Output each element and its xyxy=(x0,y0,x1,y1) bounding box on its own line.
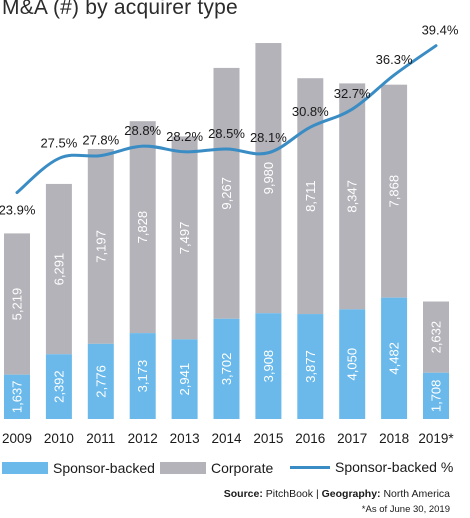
bar-sponsor-backed-2019* xyxy=(423,372,449,419)
legend-label-sponsor-backed-pct: Sponsor-backed % xyxy=(335,459,454,475)
bar-corporate-2012 xyxy=(129,121,156,334)
data-label-sponsor-backed-pct-2018: 36.3% xyxy=(376,52,413,67)
chart-plot: 1,637 5,219 2009 2,392 6,291 2010 2,776 7,197 20… xyxy=(0,23,459,446)
source-label: Source: xyxy=(223,488,263,500)
data-label-corporate-2016: 8,711 xyxy=(303,180,318,212)
bar-sponsor-backed-2009 xyxy=(4,374,30,419)
x-tick-label-2014: 2014 xyxy=(211,431,242,446)
bar-sponsor-backed-2017 xyxy=(339,309,366,419)
legend-label-sponsor-backed: Sponsor-backed xyxy=(53,460,155,476)
data-label-sponsor-backed-2016: 3,877 xyxy=(303,350,318,383)
data-label-sponsor-backed-pct-2019*: 39.4% xyxy=(422,23,459,38)
bar-sponsor-backed-2015 xyxy=(255,313,282,419)
data-label-sponsor-backed-2012: 3,173 xyxy=(135,360,150,393)
x-tick-label-2018: 2018 xyxy=(379,431,409,446)
data-label-corporate-2019*: 2,632 xyxy=(429,321,444,354)
x-tick-label-2015: 2015 xyxy=(253,431,283,446)
legend-label-corporate: Corporate xyxy=(211,460,274,476)
data-label-sponsor-backed-2014: 3,702 xyxy=(219,353,234,386)
data-label-sponsor-backed-2018: 4,482 xyxy=(387,342,402,375)
bar-corporate-2011 xyxy=(87,149,114,344)
bar-corporate-2010 xyxy=(45,183,72,355)
legend-item-sponsor-backed: Sponsor-backed xyxy=(2,460,155,476)
data-label-sponsor-backed-pct-2014: 28.5% xyxy=(208,126,245,141)
legend: Sponsor-backed Corporate Sponsor-backed … xyxy=(0,459,470,482)
x-tick-label-2012: 2012 xyxy=(128,431,158,446)
bar-sponsor-backed-2013 xyxy=(171,339,198,419)
x-tick-label-2016: 2016 xyxy=(295,431,325,446)
data-label-corporate-2012: 7,828 xyxy=(135,211,150,244)
data-label-sponsor-backed-2019*: 1,708 xyxy=(429,380,444,413)
x-tick-label-2010: 2010 xyxy=(44,431,74,446)
data-label-sponsor-backed-pct-2013: 28.2% xyxy=(166,129,203,144)
data-label-sponsor-backed-2010: 2,392 xyxy=(51,370,66,403)
data-label-sponsor-backed-2013: 2,941 xyxy=(177,363,192,396)
data-label-sponsor-backed-2011: 2,776 xyxy=(93,365,108,398)
data-label-corporate-2015: 9,980 xyxy=(261,162,276,195)
bar-corporate-2015 xyxy=(255,43,282,314)
legend-item-corporate: Corporate xyxy=(160,460,273,476)
data-label-corporate-2018: 7,868 xyxy=(387,175,402,208)
data-label-corporate-2014: 9,267 xyxy=(219,177,234,210)
bar-corporate-2009 xyxy=(4,233,30,375)
line-sponsor-backed-pct xyxy=(15,44,438,195)
bar-sponsor-backed-2011 xyxy=(87,343,114,419)
bar-sponsor-backed-2010 xyxy=(45,354,72,419)
x-tick-label-2009: 2009 xyxy=(2,431,32,446)
data-label-sponsor-backed-pct-2016: 30.8% xyxy=(292,104,329,119)
data-label-sponsor-backed-pct-2017: 32.7% xyxy=(334,86,371,101)
data-label-sponsor-backed-pct-2015: 28.1% xyxy=(250,130,287,145)
footnote: *As of June 30, 2019 xyxy=(361,504,450,515)
data-label-corporate-2011: 7,197 xyxy=(93,230,108,263)
data-label-sponsor-backed-2015: 3,908 xyxy=(261,350,276,383)
bar-sponsor-backed-2014 xyxy=(213,318,240,419)
bar-sponsor-backed-2012 xyxy=(129,333,156,419)
legend-item-sponsor-backed-pct: Sponsor-backed % xyxy=(290,459,453,475)
data-label-sponsor-backed-2017: 4,050 xyxy=(345,348,360,381)
legend-swatch-sponsor-backed xyxy=(2,462,48,474)
data-label-sponsor-backed-pct-2012: 28.8% xyxy=(124,123,161,138)
bar-corporate-2013 xyxy=(171,136,198,340)
bar-sponsor-backed-2018 xyxy=(381,297,408,419)
data-label-sponsor-backed-pct-2011: 27.8% xyxy=(82,133,119,148)
data-label-corporate-2009: 5,219 xyxy=(10,288,25,321)
bar-corporate-2018 xyxy=(381,84,408,298)
data-label-corporate-2010: 6,291 xyxy=(51,253,66,286)
bar-corporate-2014 xyxy=(213,67,240,319)
source-separator: | xyxy=(315,488,319,500)
legend-swatch-corporate xyxy=(160,462,206,474)
bar-corporate-2017 xyxy=(339,83,366,310)
bar-sponsor-backed-2016 xyxy=(297,314,324,419)
x-tick-label-2019*: 2019* xyxy=(418,431,454,446)
data-label-corporate-2013: 7,497 xyxy=(177,222,192,255)
bar-corporate-2016 xyxy=(297,78,324,315)
x-tick-label-2011: 2011 xyxy=(86,431,115,446)
chart-title: M&A (#) by acquirer type xyxy=(2,0,238,19)
bar-corporate-2019* xyxy=(423,301,449,373)
legend-swatch-sponsor-backed-pct xyxy=(290,465,330,469)
data-label-sponsor-backed-pct-2010: 27.5% xyxy=(40,135,77,150)
x-tick-label-2013: 2013 xyxy=(170,431,200,446)
geography-label: Geography: xyxy=(321,488,381,500)
x-tick-label-2017: 2017 xyxy=(337,431,367,446)
geography-text: North America xyxy=(383,488,450,500)
source-text: PitchBook xyxy=(265,488,314,500)
source-note: Source: PitchBook | Geography: North Ame… xyxy=(224,488,450,500)
data-label-sponsor-backed-pct-2009: 23.9% xyxy=(0,203,36,218)
data-label-sponsor-backed-2009: 1,637 xyxy=(10,381,25,414)
data-label-corporate-2017: 8,347 xyxy=(345,180,360,213)
